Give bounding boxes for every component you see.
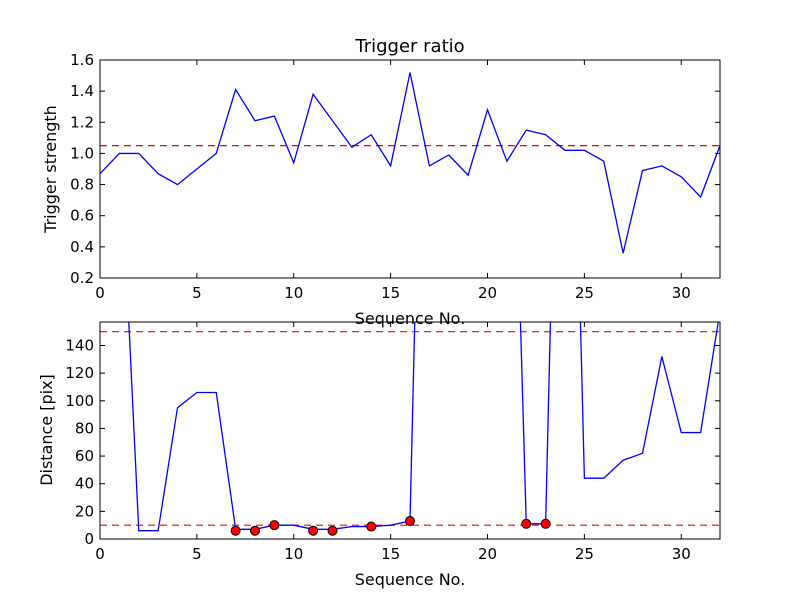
data-point-marker (250, 525, 260, 536)
y-tick-label: 1.4 (70, 82, 94, 100)
y-tick-label: 40 (75, 475, 94, 493)
data-point-marker (308, 525, 319, 536)
data-point-marker (405, 516, 415, 527)
series-line (100, 72, 720, 254)
x-tick-label: 0 (95, 545, 105, 563)
x-axis-ticks: 0 5 10 15 20 25 30 (95, 322, 691, 563)
x-axis-label: Sequence No. (355, 570, 466, 589)
x-tick-label: 30 (672, 545, 691, 563)
x-tick-label: 30 (672, 284, 691, 302)
y-axis-label: Distance [pix] (37, 374, 56, 486)
x-tick-label: 25 (575, 545, 594, 563)
x-tick-label: 20 (478, 545, 497, 563)
y-tick-label: 1.2 (70, 113, 94, 131)
y-tick-label: 0 (84, 530, 94, 548)
y-tick-label: 1.6 (70, 51, 94, 69)
y-tick-label: 1.0 (70, 144, 94, 162)
x-tick-label: 10 (284, 284, 303, 302)
x-tick-label: 0 (95, 284, 105, 302)
trigger-ratio-chart: Trigger ratio 0 5 10 15 20 25 30 0.2 0.4 0.6 0.8 1… (41, 36, 721, 328)
data-point-marker (269, 520, 280, 531)
y-tick-label: 0.6 (70, 207, 94, 225)
y-tick-label: 120 (65, 364, 94, 382)
marker-layer (230, 516, 551, 536)
data-point-marker (327, 525, 338, 536)
distance-chart: 0 5 10 15 20 25 30 0 20 40 60 80 100 120 140 Sequence… (37, 321, 721, 589)
plot-frame (99, 59, 721, 279)
y-axis-ticks: 0.2 0.4 0.6 0.8 1.0 1.2 1.4 1.6 (70, 51, 720, 287)
data-point-marker (366, 521, 377, 532)
y-tick-label: 0.4 (70, 238, 94, 256)
chart-title: Trigger ratio (354, 36, 464, 57)
y-tick-label: 20 (75, 502, 94, 520)
x-tick-label: 5 (192, 284, 202, 302)
y-axis-label: Trigger strength (41, 105, 60, 234)
y-tick-label: 0.8 (70, 176, 94, 194)
x-tick-label: 15 (381, 545, 400, 563)
x-tick-label: 20 (478, 284, 497, 302)
x-axis-ticks: 0 5 10 15 20 25 30 (95, 60, 691, 302)
x-tick-label: 15 (381, 284, 400, 302)
data-point-marker (230, 525, 241, 536)
x-axis-label: Sequence No. (355, 309, 466, 328)
y-tick-label: 60 (75, 447, 94, 465)
y-tick-label: 100 (65, 392, 94, 410)
y-tick-label: 80 (75, 419, 94, 437)
x-tick-label: 5 (192, 545, 202, 563)
y-tick-label: 140 (65, 336, 94, 354)
threshold-lines (100, 331, 720, 526)
series-layer (100, 72, 720, 254)
y-tick-label: 0.2 (70, 269, 94, 287)
plot-frame (99, 321, 721, 540)
y-axis-ticks: 0 20 40 60 80 100 120 140 (65, 336, 720, 548)
data-point-marker (540, 518, 551, 529)
x-tick-label: 10 (284, 545, 303, 563)
data-point-marker (521, 518, 532, 529)
x-tick-label: 25 (575, 284, 594, 302)
